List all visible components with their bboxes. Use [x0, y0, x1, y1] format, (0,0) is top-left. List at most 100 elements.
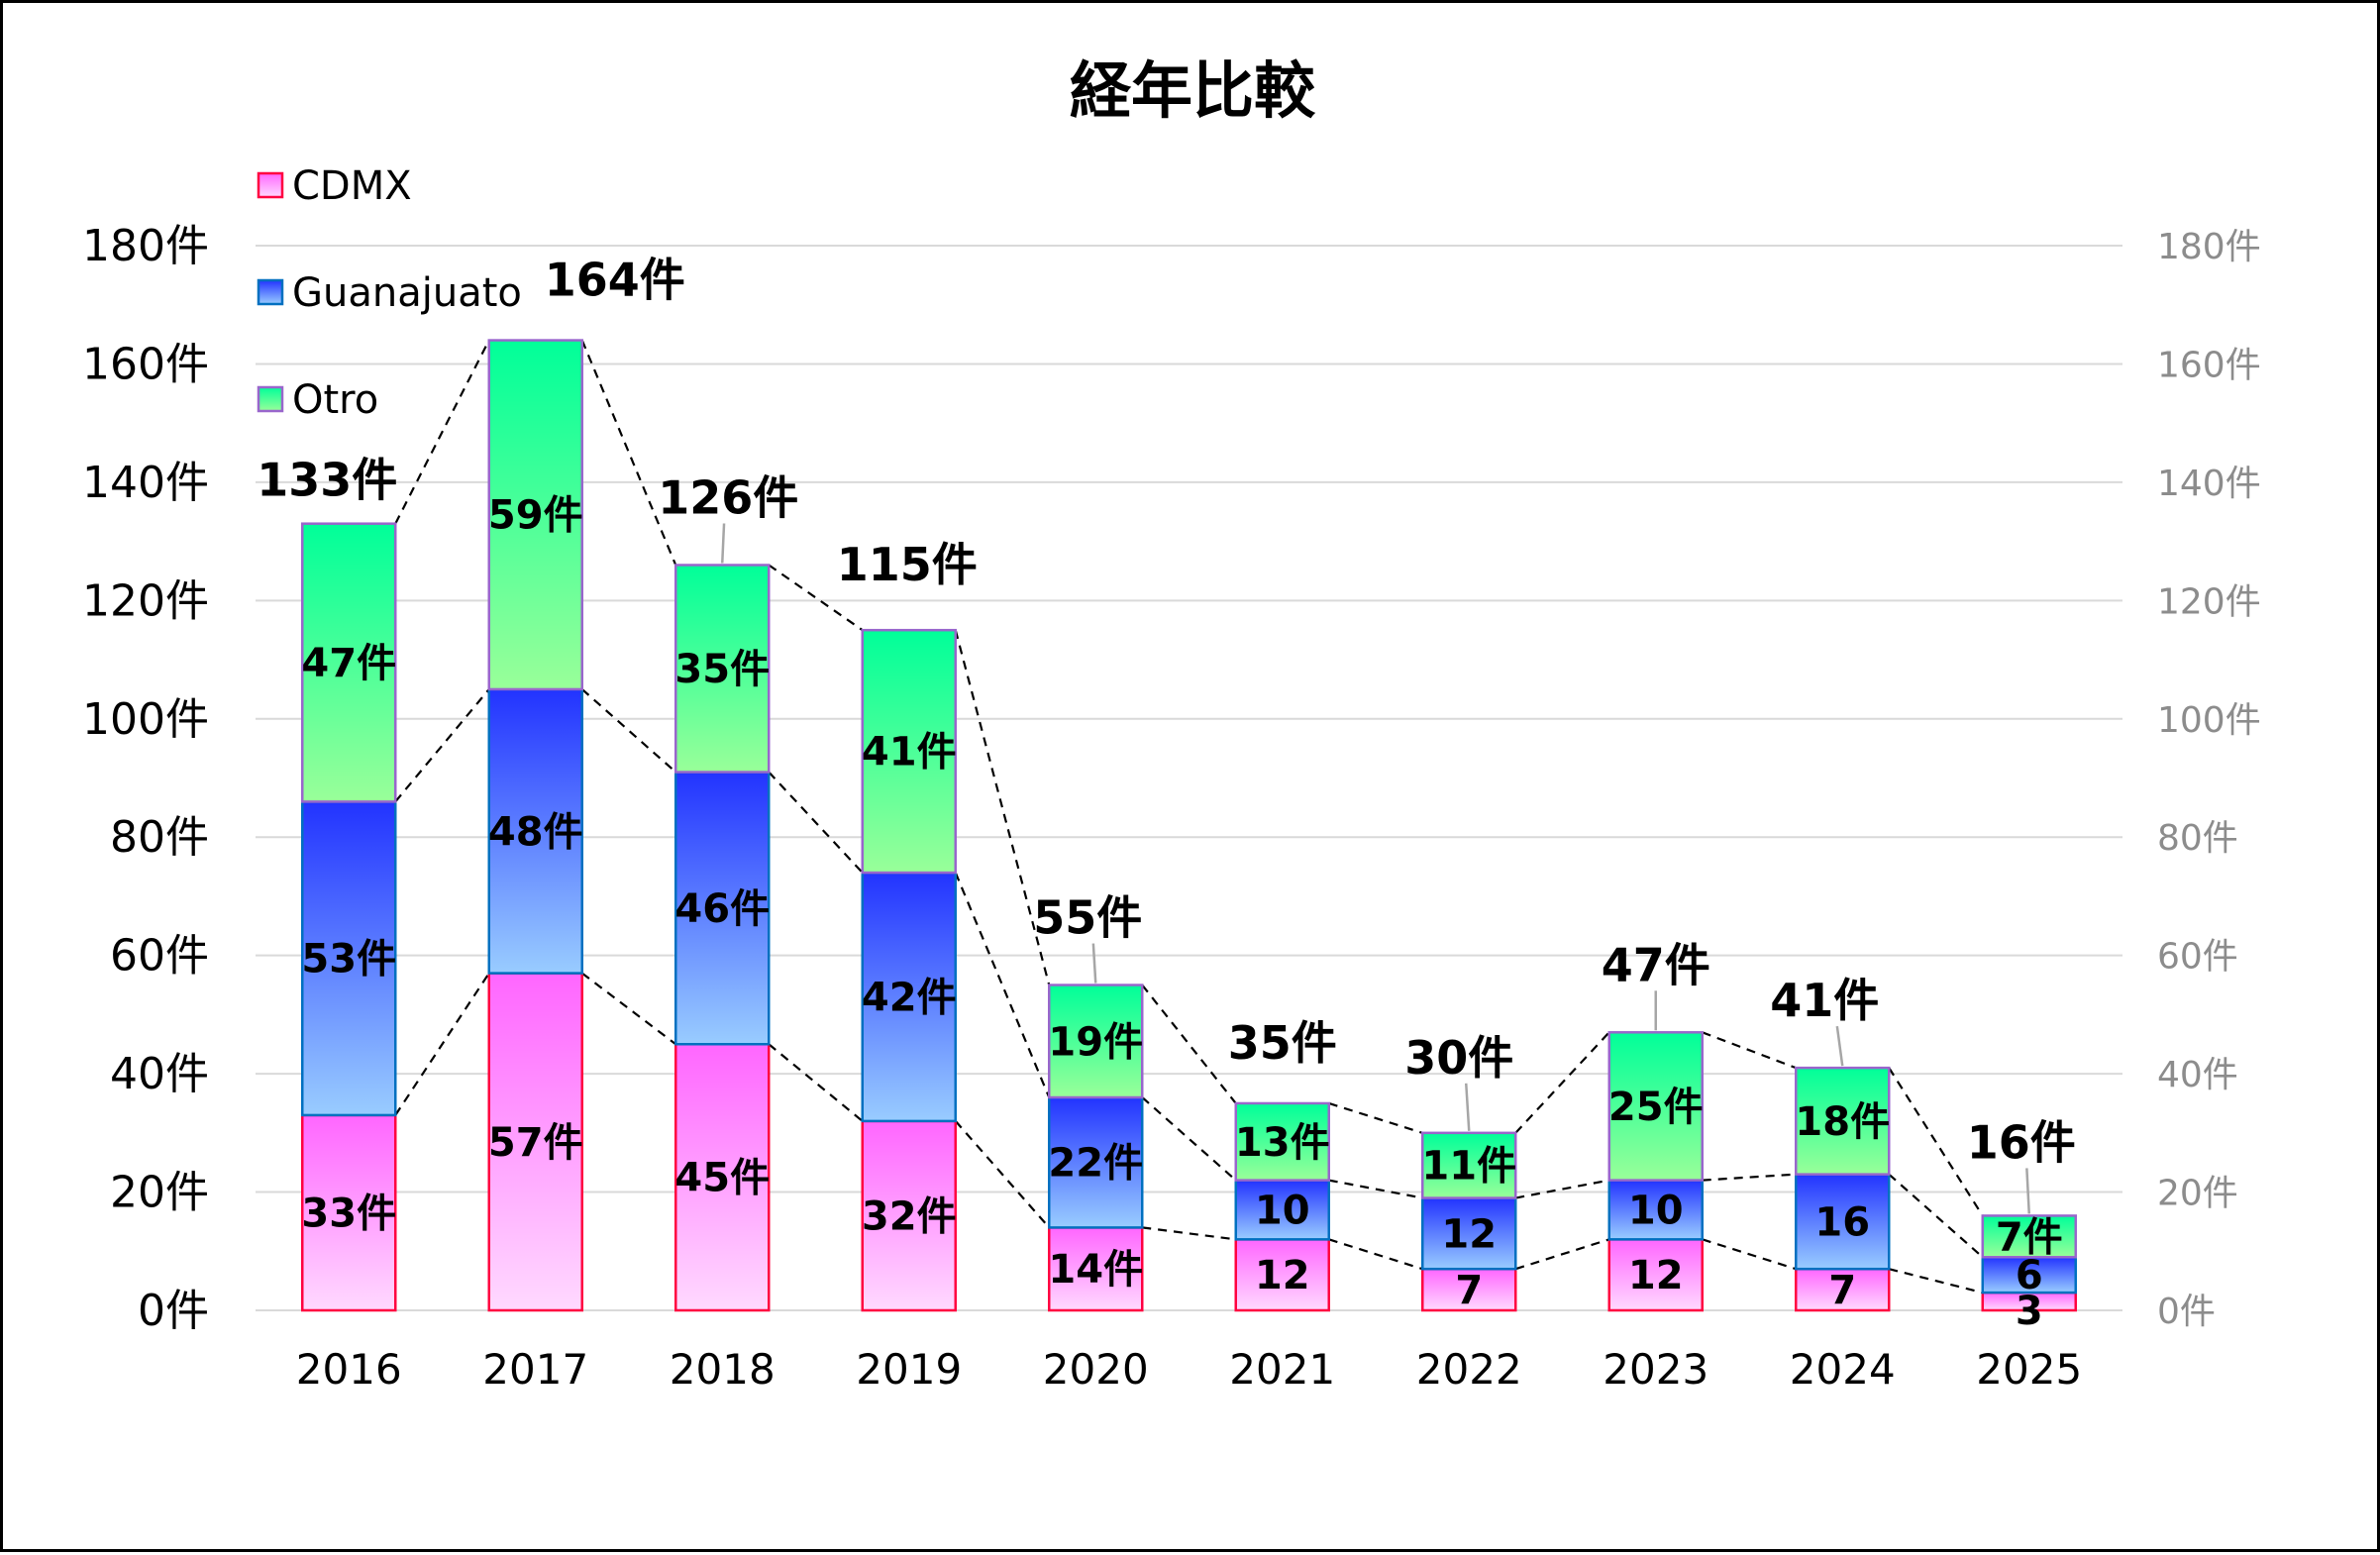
- connector-line-otro: [1702, 1031, 1797, 1070]
- connector-line-guanajuato: [1515, 1179, 1609, 1199]
- segment-value-label: 7件: [1996, 1214, 2063, 1260]
- bar-segment-otro: [861, 628, 957, 875]
- bar-segment-cdmx: [1607, 1238, 1704, 1312]
- connector-line-otro: [768, 564, 864, 632]
- total-labels: 133件 164件 126件 115件 55件 35件 30件 47件 41件 16件: [257, 254, 2076, 1170]
- x-tick-label: 2025: [1976, 1345, 2082, 1394]
- segment-value-label: 12: [1628, 1253, 1684, 1298]
- segment-value-label: 46件: [674, 886, 770, 932]
- secondary-y-tick-label: 140件: [2157, 464, 2261, 504]
- secondary-y-tick-label: 0件: [2157, 1292, 2216, 1332]
- segment-value-label: 13件: [1235, 1120, 1330, 1166]
- segment-value-label: 12: [1441, 1211, 1497, 1257]
- total-value-label: 16件: [1967, 1115, 2076, 1169]
- bar-segment-guanajuato: [301, 800, 397, 1117]
- bars: [301, 339, 2077, 1312]
- connector-line-cdmx: [1514, 1238, 1610, 1271]
- segment-value-label: 53件: [301, 937, 396, 983]
- total-value-label: 30件: [1404, 1031, 1513, 1085]
- connector-line-cdmx: [1142, 1226, 1236, 1241]
- segment-value-label: 47件: [301, 641, 396, 686]
- connector-line-otro: [580, 340, 677, 566]
- secondary-y-tick-label: 40件: [2157, 1055, 2238, 1095]
- segment-value-label: 59件: [488, 493, 583, 539]
- y-tick-label: 80件: [110, 812, 209, 863]
- segment-value-label: 41件: [862, 730, 957, 776]
- secondary-y-tick-label: 180件: [2157, 227, 2261, 267]
- secondary-y-tick-label: 100件: [2157, 700, 2261, 741]
- segment-value-label: 3: [2016, 1289, 2043, 1334]
- connector-line-otro: [1141, 984, 1237, 1104]
- segment-value-label: 7: [1828, 1268, 1856, 1313]
- legend-swatch: [257, 385, 284, 413]
- stacked-bar-chart: 経年比較 0件20件40件60件80件100件120件140件160件180件 …: [82, 54, 2261, 1394]
- bar-segment-guanajuato: [674, 771, 771, 1046]
- x-tick-label: 2020: [1043, 1345, 1149, 1394]
- total-leader-line: [1465, 1083, 1471, 1131]
- y-axis-right: 0件 20件 40件 60件 80件 100件 120件 140件 160件 180件: [2157, 227, 2261, 1332]
- total-leader-line: [1091, 943, 1097, 984]
- bar-segment-otro: [1795, 1066, 1891, 1176]
- total-value-label: 55件: [1033, 891, 1142, 945]
- total-value-label: 47件: [1602, 938, 1710, 991]
- chart-title: 経年比較: [1070, 54, 1316, 127]
- connector-line-cdmx: [1702, 1238, 1797, 1271]
- bar-segment-guanajuato: [1421, 1196, 1517, 1271]
- secondary-y-tick-label: 20件: [2157, 1174, 2238, 1214]
- x-tick-label: 2016: [296, 1345, 402, 1394]
- x-tick-label: 2022: [1416, 1345, 1522, 1394]
- segment-value-label: 22件: [1048, 1141, 1143, 1187]
- segment-value-label: 14件: [1048, 1247, 1143, 1293]
- y-tick-label: 120件: [82, 575, 209, 626]
- y-axis-left: 0件 20件 40件 60件 80件 100件 120件 140件 160件 180件: [82, 221, 209, 1336]
- connector-line-otro: [394, 340, 490, 525]
- total-value-label: 41件: [1770, 974, 1879, 1027]
- total-value-label: 115件: [837, 538, 978, 591]
- segment-value-label: 6: [2016, 1253, 2043, 1298]
- bar-segment-otro: [301, 522, 397, 803]
- connector-line-guanajuato: [581, 688, 676, 774]
- y-tick-label: 180件: [82, 221, 209, 271]
- total-leader-line: [2025, 1168, 2030, 1214]
- bar-segment-cdmx: [487, 972, 583, 1312]
- bar-segment-cdmx: [1048, 1226, 1144, 1312]
- connector-line-guanajuato: [1888, 1173, 1984, 1259]
- segment-labels: 33件 53件 47件 57件 48件 59件 45件 46件 35件 32件 42件 41件 14件 2…: [301, 493, 2062, 1334]
- total-value-label: 164件: [545, 254, 685, 307]
- bar-segment-cdmx: [674, 1043, 771, 1312]
- total-value-label: 126件: [658, 471, 798, 525]
- segment-value-label: 32件: [862, 1193, 957, 1239]
- y-tick-label: 0件: [138, 1286, 209, 1336]
- segment-value-label: 25件: [1608, 1085, 1704, 1130]
- segment-value-label: 19件: [1048, 1019, 1143, 1065]
- connector-line-otro: [954, 629, 1051, 985]
- legend-item-guanajuato: Guanajuato: [257, 270, 522, 316]
- bar-segment-guanajuato: [487, 687, 583, 975]
- bar-segment-guanajuato: [861, 871, 957, 1123]
- bar-segment-otro: [1607, 1031, 1704, 1182]
- x-axis: 2016 2017 2018 2019 2020 2021 2022 2023 2024 2025: [296, 1345, 2082, 1394]
- segment-value-label: 35件: [674, 647, 770, 692]
- x-tick-label: 2019: [856, 1345, 962, 1394]
- connector-line-guanajuato: [1141, 1096, 1237, 1182]
- x-tick-label: 2024: [1790, 1345, 1896, 1394]
- connector-line-cdmx: [581, 972, 676, 1046]
- connector-line-guanajuato: [394, 688, 490, 803]
- segment-value-label: 48件: [488, 809, 583, 855]
- segment-value-label: 18件: [1795, 1099, 1890, 1145]
- segment-value-label: 11件: [1421, 1144, 1516, 1190]
- connector-line-cdmx: [768, 1043, 864, 1122]
- bar-segment-guanajuato: [1234, 1179, 1330, 1241]
- connector-line-guanajuato: [768, 771, 864, 874]
- bar-segment-guanajuato: [1795, 1173, 1891, 1271]
- segment-value-label: 7: [1455, 1268, 1483, 1313]
- bar-segment-guanajuato: [1048, 1095, 1144, 1229]
- legend-swatch: [257, 278, 284, 306]
- y-tick-label: 40件: [110, 1049, 209, 1099]
- segment-value-label: 12: [1255, 1253, 1310, 1298]
- segment-value-label: 10: [1628, 1188, 1684, 1233]
- segment-value-label: 42件: [862, 975, 957, 1020]
- total-leader-line: [721, 523, 726, 564]
- legend-item-otro: Otro: [257, 377, 378, 423]
- bar-segment-otro: [674, 564, 771, 774]
